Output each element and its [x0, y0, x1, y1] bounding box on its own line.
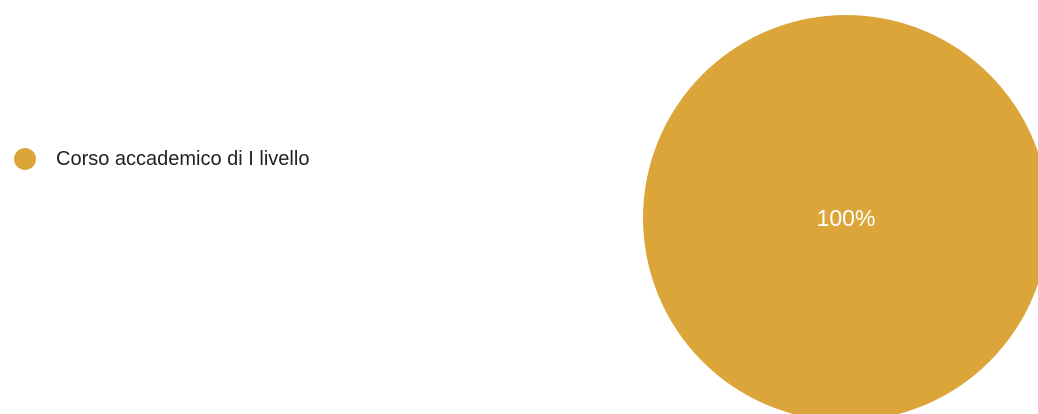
- legend-item-corso-accademico[interactable]: Corso accademico di I livello: [14, 148, 309, 170]
- pie-slice-label: 100%: [817, 205, 876, 231]
- pie-slice[interactable]: [643, 15, 1038, 414]
- legend: Corso accademico di I livello: [14, 148, 309, 170]
- legend-label: Corso accademico di I livello: [56, 147, 310, 170]
- legend-swatch: [14, 148, 36, 170]
